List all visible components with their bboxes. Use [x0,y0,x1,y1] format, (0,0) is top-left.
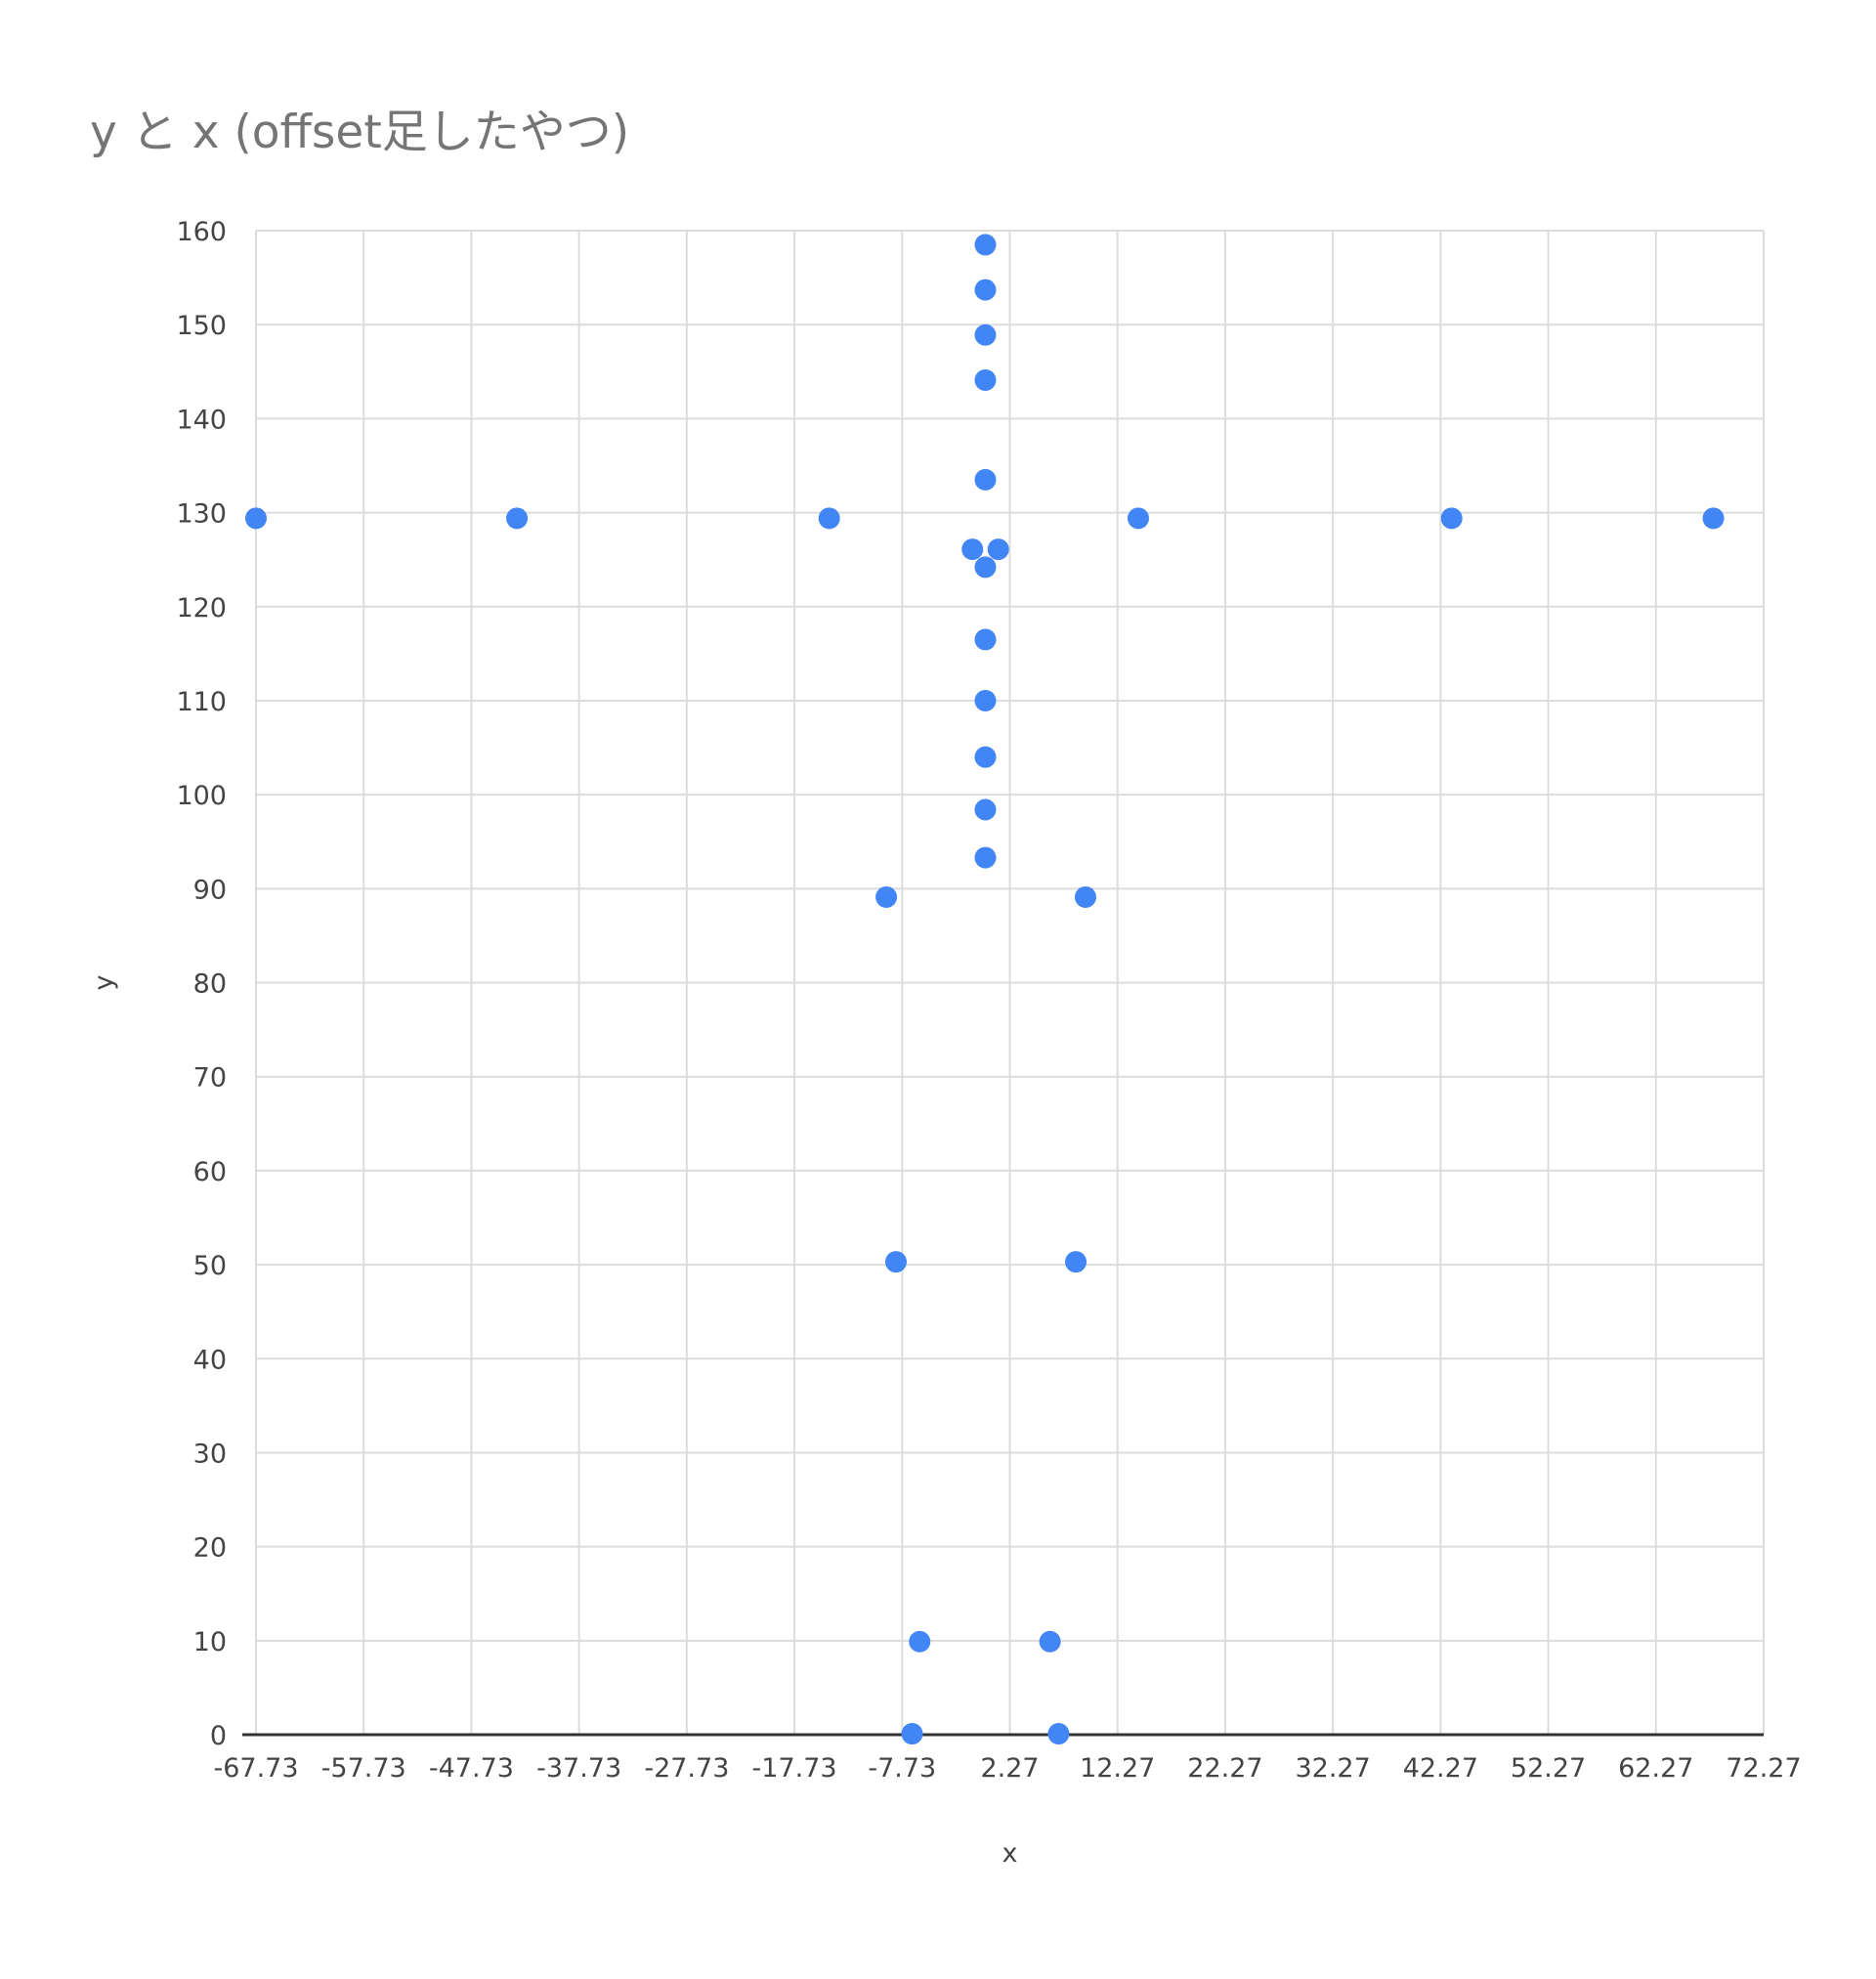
y-tick-label: 130 [176,499,227,530]
y-tick-label: 100 [176,781,227,811]
y-tick-label: 150 [176,311,227,341]
data-point [974,279,997,301]
y-tick-label: 60 [193,1157,227,1187]
y-tick-label: 110 [176,687,227,717]
data-point [1702,507,1725,530]
x-tick-label: -57.73 [321,1753,406,1784]
x-axis-title: x [1002,1838,1018,1869]
tick-labels: -67.73 -57.73 -47.73 -37.73 -27.73 -17.73 -7.7… [176,217,1801,1784]
data-point [974,746,997,768]
y-tick-label: 40 [193,1345,227,1375]
x-tick-label: 72.27 [1726,1753,1801,1784]
x-tick-label: -47.73 [429,1753,514,1784]
grid-lines [255,230,1765,1735]
data-point [1127,507,1149,530]
data-point [974,689,997,711]
y-tick-label: 120 [176,593,227,624]
y-tick-label: 160 [176,217,227,247]
y-tick-label: 30 [193,1439,227,1469]
y-tick-label: 70 [193,1063,227,1094]
x-tick-label: 2.27 [980,1753,1039,1784]
data-point [974,368,997,391]
data-point [974,556,997,579]
chart-title: y と x (offset足したやつ) [90,106,630,159]
data-point [506,507,529,530]
x-tick-label: 52.27 [1511,1753,1586,1784]
y-tick-label: 80 [193,969,227,1000]
data-point [974,628,997,651]
data-point [901,1723,923,1745]
x-tick-label: -37.73 [536,1753,621,1784]
data-point [974,323,997,346]
y-tick-label: 50 [193,1251,227,1281]
y-tick-label: 10 [193,1627,227,1657]
data-point [974,846,997,869]
data-points [245,234,1725,1745]
data-point [1039,1630,1061,1653]
x-tick-label: -27.73 [644,1753,729,1784]
data-point [974,468,997,491]
x-tick-label: 22.27 [1187,1753,1262,1784]
data-point [909,1630,931,1653]
y-tick-label: 0 [210,1721,227,1751]
data-point [818,507,840,530]
x-tick-label: -7.73 [868,1753,936,1784]
y-tick-label: 90 [193,875,227,905]
data-point [875,885,898,908]
data-point [974,234,997,256]
data-point [1440,507,1463,530]
y-tick-label: 20 [193,1533,227,1564]
data-point [987,538,1009,561]
x-tick-label: 32.27 [1295,1753,1370,1784]
data-point [974,798,997,821]
x-tick-label: 12.27 [1080,1753,1155,1784]
data-point [1047,1723,1070,1745]
x-tick-label: 42.27 [1403,1753,1478,1784]
data-point [961,538,984,561]
y-axis-title: y [89,974,119,990]
x-tick-label: -67.73 [213,1753,298,1784]
data-point [885,1251,908,1273]
x-tick-label: -17.73 [752,1753,837,1784]
data-point [1065,1251,1087,1273]
data-point [245,507,267,530]
y-tick-label: 140 [176,405,227,435]
x-tick-label: 62.27 [1618,1753,1693,1784]
data-point [1074,885,1096,908]
